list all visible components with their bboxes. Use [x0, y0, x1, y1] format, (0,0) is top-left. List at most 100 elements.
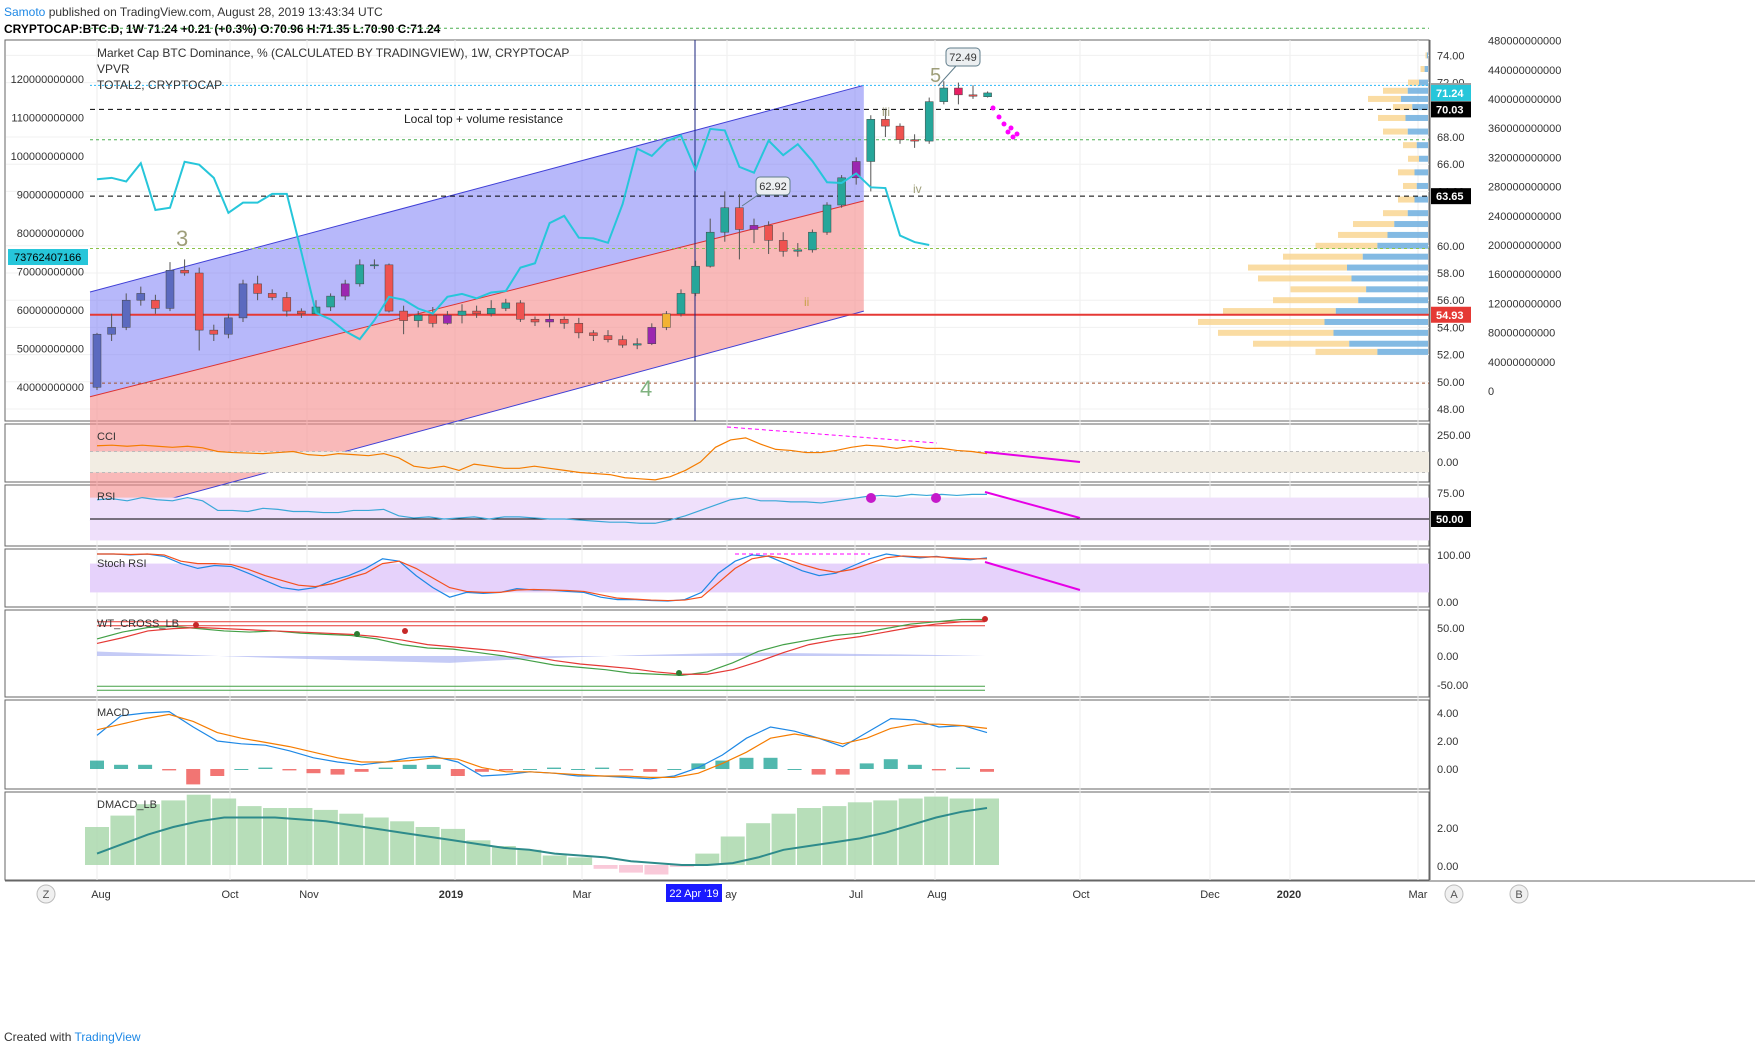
footer: Created with TradingView [4, 1030, 141, 1044]
price-tick-2: 68.00 [1437, 132, 1465, 144]
candle-body-21 [399, 310, 408, 321]
vp-bar-up-14 [1353, 221, 1395, 228]
total2-tick-3: 360000000000 [1488, 123, 1561, 135]
total2-tick-8: 160000000000 [1488, 269, 1561, 281]
macd-hist-bar-36 [955, 767, 970, 769]
vp-bar-up-11 [1403, 182, 1417, 189]
vp-bar-up-25 [1253, 340, 1350, 347]
cci-label: CCI [97, 431, 116, 443]
price-tick-10: 50.00 [1437, 377, 1465, 389]
projection-dot-0 [990, 105, 996, 111]
dmacd-bar-29 [822, 806, 847, 865]
created-with: Created with [4, 1030, 72, 1044]
scale-button-0[interactable] [1444, 884, 1464, 904]
dmacd-bar-34 [949, 798, 974, 865]
macd-hist-bar-21 [595, 767, 610, 769]
candle-body-55 [895, 125, 905, 140]
candle-body-39 [662, 313, 671, 328]
stoch-tick-1: 0.00 [1437, 597, 1458, 609]
main-legend-vpvr: VPVR [97, 62, 130, 76]
cci-tick-1: 0.00 [1437, 457, 1458, 469]
scale-button-label-1: B [1515, 889, 1522, 901]
candle-body-17 [340, 283, 350, 297]
macd-hist-bar-34 [907, 764, 922, 769]
vp-bar-down-24 [1333, 329, 1428, 336]
panel-frame-dmacd [4, 791, 1430, 881]
indicator-panels [85, 426, 1429, 875]
total2-tick-1: 440000000000 [1488, 65, 1561, 77]
zoom-button[interactable] [36, 884, 56, 904]
cci-arrow [984, 451, 1081, 463]
candle-body-40 [676, 293, 686, 315]
dmacd-bar-9 [313, 809, 338, 865]
dmacd-bar-20 [593, 865, 618, 869]
candle-body-22 [413, 314, 423, 321]
price-badge-bg-3 [1431, 188, 1471, 205]
candle-body-48 [793, 249, 803, 252]
vp-bar-down-22 [1335, 308, 1428, 315]
vp-bar-down-7 [1407, 128, 1428, 135]
vp-bar-down-0 [1426, 52, 1428, 59]
wave-5-label: 5 [930, 65, 941, 87]
candle-body-16 [326, 295, 335, 308]
dmacd-bar-19 [568, 857, 593, 865]
candle-body-45 [749, 225, 759, 230]
macd-hist-bar-9 [306, 769, 321, 774]
tradingview-link[interactable]: TradingView [74, 1030, 141, 1044]
scale-button-1[interactable] [1509, 884, 1529, 904]
time-label-8: Oct [1072, 889, 1089, 901]
vp-bar-down-18 [1347, 264, 1428, 271]
left-badge-bg [8, 249, 88, 266]
wt-cross-dot-3 [676, 670, 682, 676]
macd-hist-bar-20 [571, 769, 586, 770]
vp-bar-up-20 [1290, 286, 1367, 293]
publish-line: Samoto published on TradingView.com, Aug… [4, 5, 383, 19]
macd-hist-bar-3 [162, 769, 177, 771]
rsi-badge-bg [1431, 511, 1471, 527]
vp-bar-up-13 [1383, 210, 1408, 217]
macd-hist-bar-32 [859, 763, 874, 769]
total2-line [96, 127, 930, 341]
vp-bar-up-17 [1283, 253, 1363, 260]
candle-body-54 [881, 119, 890, 127]
macd-hist-bar-15 [450, 769, 465, 776]
macd-hist-bar-4 [186, 769, 201, 785]
projection-dot-6 [1008, 125, 1014, 131]
time-label-6: Jul [849, 889, 863, 901]
close-value: C:71.24 [397, 22, 441, 36]
macd-hist-bar-8 [282, 769, 297, 771]
dmacd-bar-28 [797, 808, 821, 865]
zoom-button-label: Z [43, 889, 50, 901]
left-tick-3: 90000000000 [17, 190, 84, 202]
macd-hist-bar-27 [739, 757, 754, 769]
candle-body-53 [866, 119, 876, 162]
publish-header: Samoto published on TradingView.com, Aug… [0, 0, 1755, 40]
candle-body-10 [238, 283, 248, 319]
candle-body-61 [983, 92, 992, 97]
candle-body-57 [924, 101, 934, 142]
dmacd-bar-17 [517, 849, 542, 865]
vp-bar-up-23 [1198, 318, 1325, 325]
macd-hist-bar-24 [667, 769, 682, 770]
macd-hist-bar-14 [426, 764, 441, 769]
main-legend-total2: TOTAL2, CRYPTOCAP [97, 78, 222, 92]
price-tick-5: 60.00 [1437, 241, 1465, 253]
panel-frame-main [4, 39, 1430, 422]
rsi-label: RSI [97, 491, 115, 503]
candle-body-56 [910, 139, 919, 142]
candle-body-26 [472, 310, 481, 315]
price-tick-11: 48.00 [1437, 404, 1465, 416]
time-label-11: Mar [1409, 889, 1428, 901]
candle-body-28 [501, 302, 511, 309]
vp-bar-up-22 [1223, 308, 1336, 315]
total2-tick-9: 120000000000 [1488, 298, 1561, 310]
rsi-alert-1 [866, 493, 876, 503]
dmacd-bar-14 [441, 828, 465, 865]
author-link[interactable]: Samoto [4, 5, 46, 19]
vp-bar-up-2 [1408, 79, 1419, 86]
vp-bar-down-9 [1419, 155, 1428, 162]
total2-tick-5: 280000000000 [1488, 182, 1561, 194]
wt-cross-dot-0 [193, 622, 199, 628]
candle-body-1 [107, 327, 116, 335]
